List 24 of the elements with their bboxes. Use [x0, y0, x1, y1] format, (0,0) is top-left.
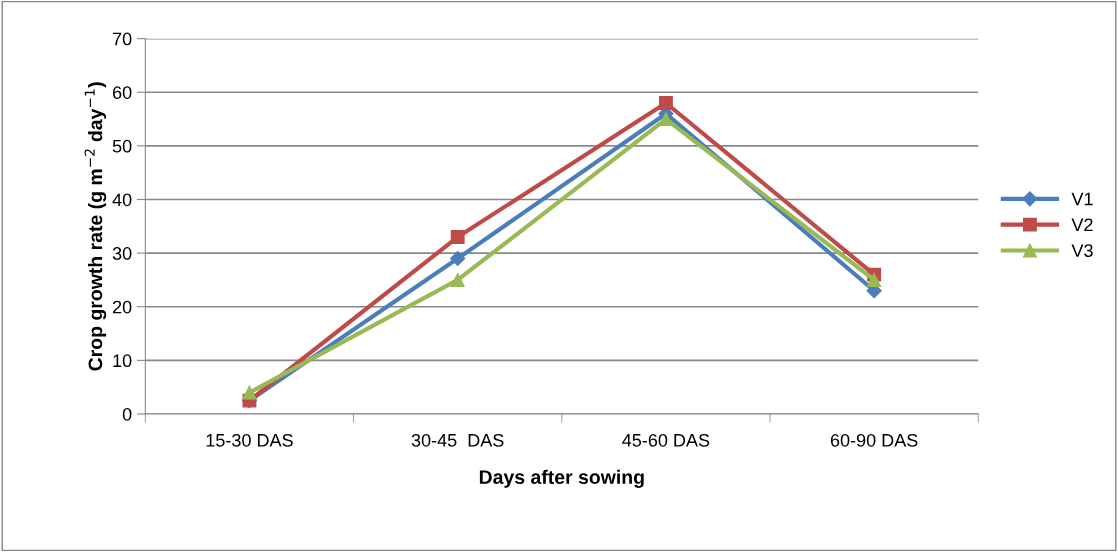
point: [867, 272, 882, 287]
x-axis-title: Days after sowing: [479, 469, 644, 488]
y-tick-label: 70: [112, 32, 132, 46]
x-tick-label: 45-60 DAS: [622, 433, 710, 447]
point: [658, 96, 673, 110]
point: [658, 112, 673, 127]
x-tick-label: 15-30 DAS: [206, 433, 293, 447]
point: [242, 385, 257, 400]
x-tick-label: 30-45 DAS: [411, 433, 504, 447]
y-axis-title: Crop growth rate (g m$^{−2}$ day$^{−1}$): [84, 82, 107, 371]
y-tick-label: 20: [112, 300, 132, 314]
legend-label: V1: [1071, 192, 1093, 206]
y-tick-label: 30: [112, 247, 132, 260]
point: [450, 250, 466, 267]
point: [450, 230, 465, 244]
y-tick-label: 60: [112, 86, 132, 99]
y-tick-label: 50: [112, 139, 132, 153]
x-tick-label: 60-90 DAS: [830, 433, 918, 447]
point: [450, 272, 465, 287]
y-tick-label: 0: [122, 407, 132, 421]
y-tick-label: 10: [113, 354, 132, 368]
y-tick-label: 40: [112, 193, 132, 207]
legend-label: V3: [1071, 244, 1093, 258]
legend-label: V2: [1071, 218, 1093, 231]
